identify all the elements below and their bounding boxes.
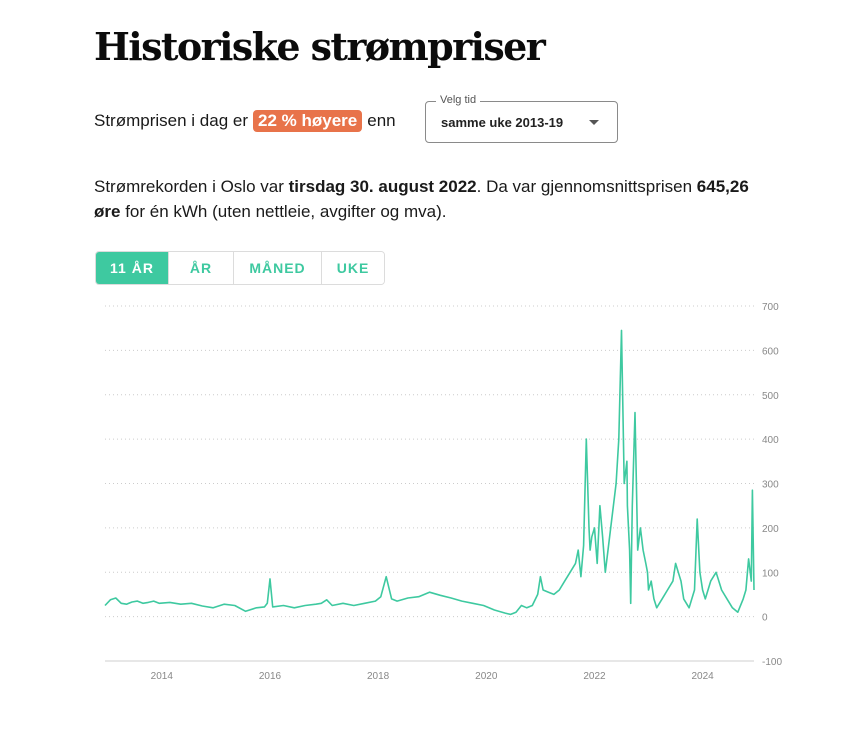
range-tabs: 11 ÅR ÅR MÅNED UKE [95,251,385,285]
record-text-3: for én kWh (uten nettleie, avgifter og m… [120,202,447,221]
x-tick-label: 2014 [151,671,174,682]
x-tick-label: 2016 [259,671,282,682]
x-tick-label: 2024 [691,671,714,682]
comparison-badge: 22 % høyere [253,110,363,132]
y-tick-label: 200 [762,524,779,535]
period-select-label: Velg tid [436,94,481,106]
price-chart: -100 0 100 200 300 400 500 600 700 2014 2016 2018 20… [104,302,782,682]
x-tick-label: 2020 [475,671,498,682]
comparison-suffix: enn [367,111,396,130]
tab-week[interactable]: UKE [322,252,384,284]
x-tick-label: 2022 [583,671,606,682]
x-tick-label: 2018 [367,671,390,682]
y-tick-label: 0 [762,613,768,624]
y-tick-label: 700 [762,302,779,313]
y-tick-label: 600 [762,346,779,357]
tab-11-years[interactable]: 11 ÅR [96,252,169,284]
record-text-1: Strømrekorden i Oslo var [94,177,289,196]
record-text-2: . Da var gjennomsnittsprisen [476,177,697,196]
comparison-prefix: Strømprisen i dag er [94,111,248,130]
price-series-line [104,329,755,616]
chevron-down-icon [589,120,599,125]
period-select[interactable]: Velg tid samme uke 2013-19 [425,94,618,143]
price-comparison: Strømprisen i dag er 22 % høyere enn [94,110,396,132]
record-date: tirsdag 30. august 2022 [288,177,477,196]
y-tick-label: 400 [762,435,779,446]
y-tick-label: 100 [762,568,779,579]
page-title: Historiske strømpriser [94,24,546,69]
y-tick-label: -100 [762,657,782,668]
record-text: Strømrekorden i Oslo var tirsdag 30. aug… [94,174,774,224]
y-tick-label: 500 [762,391,779,402]
tab-month[interactable]: MÅNED [234,252,322,284]
record-price: 645,26 øre [94,177,749,221]
tab-year[interactable]: ÅR [169,252,234,284]
y-tick-label: 300 [762,480,779,491]
period-select-value: samme uke 2013-19 [441,115,564,130]
